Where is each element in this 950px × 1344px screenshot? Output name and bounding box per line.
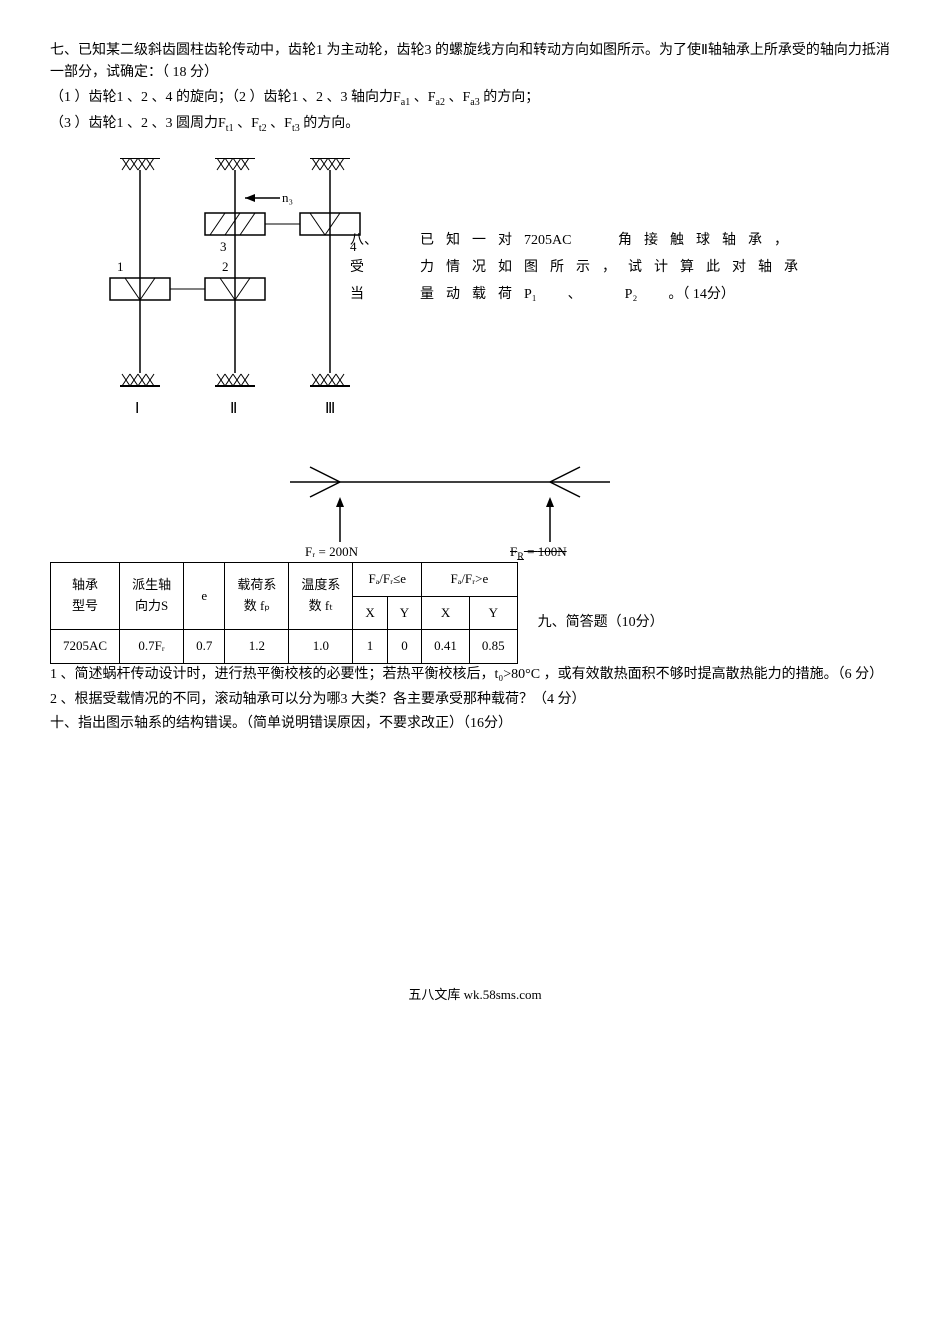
- gear-diagram-container: n₃ 3 4 1 2: [50, 158, 390, 426]
- th-model-l1: 轴承: [63, 575, 107, 596]
- fr2-eq: =: [524, 544, 538, 559]
- fr-val: 200N: [329, 544, 358, 559]
- q7-sub-t1: t1: [226, 122, 234, 133]
- q8-l1b: 7205AC: [524, 233, 571, 248]
- td-fp: 1.2: [225, 630, 289, 664]
- q9-item1: 1 、简述蜗杆传动设计时，进行热平衡校核的必要性；若热平衡校核后，t₀>80°C…: [50, 664, 900, 686]
- fr-label-left: Fᵣ = 200N: [305, 542, 358, 563]
- td-y1: 0: [387, 630, 421, 664]
- q7-l1-end: 的方向；: [480, 90, 540, 105]
- gear-2-label: 2: [222, 259, 229, 274]
- th-e: e: [184, 562, 225, 630]
- th-fp-l1: 载荷系: [237, 575, 276, 596]
- th-x2: X: [422, 596, 470, 630]
- q7-l2-m1: 、F: [234, 116, 259, 131]
- th-x1: X: [353, 596, 387, 630]
- th-y1: Y: [387, 596, 421, 630]
- fr2-sub: R: [517, 551, 524, 562]
- q8-sep: 、: [568, 287, 594, 302]
- th-le: Fₐ/Fᵣ≤e: [353, 562, 422, 596]
- th-model: 轴承 型号: [51, 562, 120, 630]
- q7-sub-t3: t3: [292, 122, 300, 133]
- q8-prefix: 八、: [350, 233, 378, 248]
- td-e: 0.7: [184, 630, 225, 664]
- td-x2: 0.41: [422, 630, 470, 664]
- bottom-bearing-1: [120, 374, 160, 386]
- th-model-l2: 型号: [63, 596, 107, 617]
- q7-line2: （3 ）齿轮1 、2 、3 圆周力Ft1 、Ft2 、Ft3 的方向。: [50, 113, 900, 137]
- th-ft-l1: 温度系: [301, 575, 340, 596]
- top-bearing-2: [215, 158, 255, 170]
- q8-l1c: 角接触球轴承，: [618, 233, 800, 248]
- q8-p1: P₁: [524, 287, 537, 302]
- th-s-l1: 派生轴: [132, 575, 171, 596]
- th-fp-l2: 数 fₚ: [237, 596, 276, 617]
- q8-l2: 力情况如图所示，试计算此对轴承: [420, 260, 810, 275]
- q7-title: 七、已知某二级斜齿圆柱齿轮传动中，齿轮1 为主动轮，齿轮3 的螺旋线方向和转动方…: [50, 40, 900, 85]
- td-s: 0.7Fᵣ: [120, 630, 184, 664]
- n3-arrow-head: [245, 194, 255, 202]
- gear-diagram: n₃ 3 4 1 2: [50, 158, 390, 418]
- q7-sub-t2: t2: [259, 122, 267, 133]
- top-bearing-1: [120, 158, 160, 170]
- th-s: 派生轴 向力S: [120, 562, 184, 630]
- n3-label: n₃: [282, 190, 293, 205]
- fr2-val: 100N: [538, 544, 567, 559]
- bearing-diagram-container: Fᵣ = 200N FR = 100N: [250, 442, 650, 562]
- q9-side: 九、简答题（10分）: [518, 562, 664, 634]
- q8-l3-pre: 当: [350, 287, 364, 302]
- td-y2: 0.85: [469, 630, 517, 664]
- q7-sub-a3: a3: [470, 97, 479, 108]
- th-s-l2: 向力S: [132, 596, 171, 617]
- q7-l2-end: 的方向。: [300, 116, 360, 131]
- q8-l3a: 量动载荷: [420, 287, 524, 302]
- bottom-bearing-3: [310, 374, 350, 386]
- td-model: 7205AC: [51, 630, 120, 664]
- td-x1: 1: [353, 630, 387, 664]
- fr-label-right: FR = 100N: [510, 542, 567, 566]
- q7-l1-m1: 、F: [410, 90, 435, 105]
- table-row-container: 轴承 型号 派生轴 向力S e 载荷系 数 fₚ 温度系 数 fₜ Fₐ/Fᵣ≤…: [50, 562, 900, 664]
- table-data-row: 7205AC 0.7Fᵣ 0.7 1.2 1.0 1 0 0.41 0.85: [51, 630, 518, 664]
- bearing-table: 轴承 型号 派生轴 向力S e 载荷系 数 fₚ 温度系 数 fₜ Fₐ/Fᵣ≤…: [50, 562, 518, 664]
- top-bearing-3: [310, 158, 350, 170]
- q7-l1-text: （1 ）齿轮1 、2 、4 的旋向；（2 ）齿轮1 、2 、3 轴向力F: [50, 90, 401, 105]
- q7-sub-a2: a2: [436, 97, 445, 108]
- th-y2: Y: [469, 596, 517, 630]
- q8-row: n₃ 3 4 1 2: [50, 138, 900, 436]
- fr-l: Fᵣ: [305, 544, 315, 559]
- q9-item2: 2 、根据受载情况的不同，滚动轴承可以分为哪3 大类？各主要承受那种载荷？（4 …: [50, 689, 900, 711]
- q8-l3end: 。（ 14分）: [668, 287, 735, 302]
- q7-sub-a1: a1: [401, 97, 410, 108]
- q8-p2: P₂: [625, 287, 638, 302]
- q10-text: 十、指出图示轴系的结构错误。（简单说明错误原因，不要求改正）（16分）: [50, 713, 900, 735]
- shaft-1-label: Ⅰ: [135, 401, 139, 417]
- td-ft: 1.0: [289, 630, 353, 664]
- shaft-2-label: Ⅱ: [230, 401, 237, 417]
- q7-l2-m2: 、F: [267, 116, 292, 131]
- gear-1-label: 1: [117, 259, 124, 274]
- fr-eq: =: [318, 544, 325, 559]
- q7-l2-text: （3 ）齿轮1 、2 、3 圆周力F: [50, 116, 226, 131]
- th-gt: Fₐ/Fᵣ>e: [422, 562, 518, 596]
- q7-l1-m2: 、F: [445, 90, 470, 105]
- q8-l1a: 已知一对: [420, 233, 524, 248]
- shaft-3-label: Ⅲ: [325, 401, 335, 417]
- footer: 五八文库 wk.58sms.com: [50, 985, 900, 1006]
- q8-l2-pre: 受: [350, 260, 364, 275]
- th-ft: 温度系 数 fₜ: [289, 562, 353, 630]
- table-header-row-1: 轴承 型号 派生轴 向力S e 载荷系 数 fₚ 温度系 数 fₜ Fₐ/Fᵣ≤…: [51, 562, 518, 596]
- q7-line1: （1 ）齿轮1 、2 、4 的旋向；（2 ）齿轮1 、2 、3 轴向力Fa1 、…: [50, 87, 900, 111]
- q8-text-block: 八、 已知一对7205AC 角接触球轴承， 受 力情况如图所示，试计算此对轴承 …: [390, 138, 810, 308]
- th-ft-l2: 数 fₜ: [301, 596, 340, 617]
- gear-3-label: 3: [220, 239, 227, 254]
- bottom-bearing-2: [215, 374, 255, 386]
- th-fp: 载荷系 数 fₚ: [225, 562, 289, 630]
